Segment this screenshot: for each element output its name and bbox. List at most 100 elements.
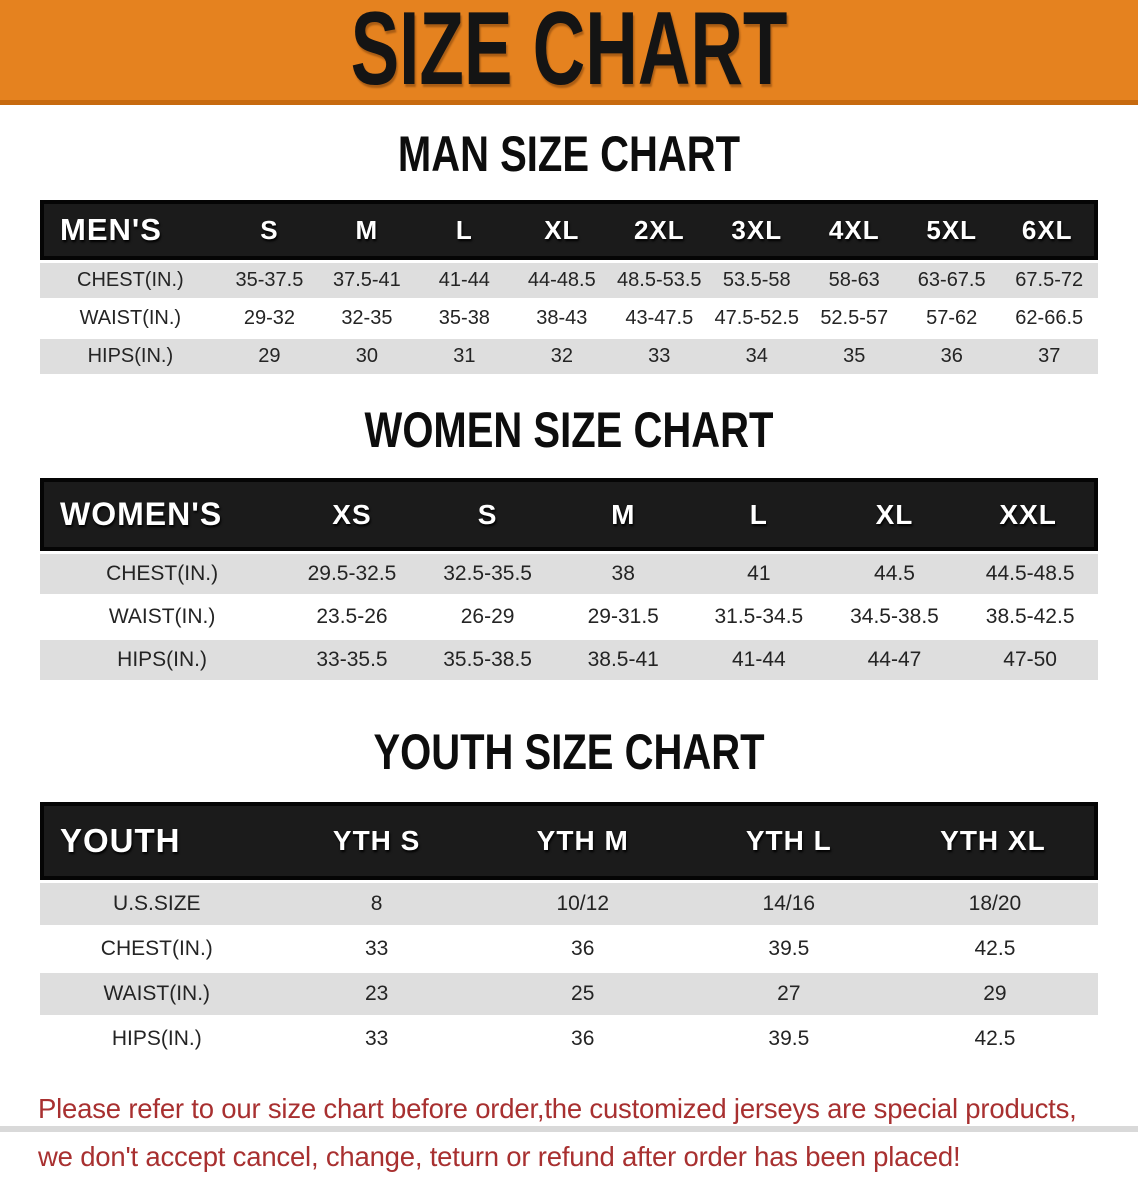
measurement-cell: 38.5-42.5 [962,597,1098,637]
measurement-row-label: WAIST(IN.) [40,973,274,1015]
measurement-cell: 32.5-35.5 [419,554,556,594]
measurement-cell: 39.5 [685,928,892,970]
banner: SIZE CHART [0,0,1138,105]
measurement-row-label: HIPS(IN.) [40,640,285,680]
size-column-header: XXL [962,478,1098,551]
man-size-heading: MAN SIZE CHART [397,126,741,182]
measurement-row-label: WAIST(IN.) [40,597,285,637]
measurement-cell: 32-35 [318,301,416,336]
measurement-cell: 29-31.5 [555,597,692,637]
measurement-cell: 33 [273,928,480,970]
measurement-cell: 48.5-53.5 [610,263,709,298]
size-column-header: 5XL [902,200,1001,260]
size-column-header: XL [513,200,611,260]
measurement-row-label: U.S.SIZE [40,883,274,925]
measurement-cell: 35 [805,339,903,374]
size-column-header: XL [826,478,963,551]
youth-size-heading: YOUTH SIZE CHART [373,724,765,780]
measurement-cell: 63-67.5 [902,263,1001,298]
measurement-cell: 41 [691,554,827,594]
women-size-table: WOMEN'S XS S M L XL XXL CHEST(IN.) 29.5-32.5 32.5… [40,475,1098,683]
measurement-row: WAIST(IN.) 29-32 32-35 35-38 38-43 43-47.5 47.… [40,301,1098,336]
measurement-cell: 57-62 [902,301,1001,336]
measurement-cell: 33 [610,339,709,374]
measurement-row-label: WAIST(IN.) [40,301,221,336]
measurement-cell: 29.5-32.5 [284,554,420,594]
measurement-cell: 29 [220,339,319,374]
measurement-cell: 41-44 [691,640,827,680]
measurement-cell: 44-47 [826,640,963,680]
size-column-header: M [555,478,692,551]
size-column-header: YTH M [479,802,686,880]
table-group-label: MEN'S [40,200,221,260]
notice-line-1: Please refer to our size chart before or… [38,1093,1077,1124]
measurement-cell: 43-47.5 [610,301,709,336]
size-column-header: 3XL [708,200,806,260]
table-group-label: YOUTH [40,802,274,880]
measurement-cell: 44.5-48.5 [962,554,1098,594]
size-column-header: L [691,478,827,551]
size-column-header: YTH L [685,802,892,880]
measurement-cell: 37.5-41 [318,263,416,298]
man-size-table: MEN'S S M L XL 2XL 3XL 4XL 5XL 6XL CHEST(IN.) 35-37… [40,197,1098,377]
measurement-row: HIPS(IN.) 29 30 31 32 33 34 35 36 37 [40,339,1098,374]
measurement-row: U.S.SIZE 8 10/12 14/16 18/20 [40,883,1098,925]
man-size-section: MAN SIZE CHART MEN'S S M L XL 2XL 3XL 4XL 5XL 6XL… [0,129,1138,377]
measurement-row: CHEST(IN.) 29.5-32.5 32.5-35.5 38 41 44.5 44.5… [40,554,1098,594]
measurement-cell: 36 [479,928,686,970]
measurement-row-label: CHEST(IN.) [40,263,221,298]
size-header-row: MEN'S S M L XL 2XL 3XL 4XL 5XL 6XL [40,200,1098,260]
youth-size-section: YOUTH SIZE CHART YOUTH YTH S YTH M YTH L YTH… [0,727,1138,1063]
measurement-cell: 53.5-58 [708,263,806,298]
measurement-cell: 14/16 [685,883,892,925]
measurement-cell: 31 [415,339,514,374]
measurement-cell: 18/20 [891,883,1098,925]
measurement-cell: 42.5 [891,928,1098,970]
measurement-row: CHEST(IN.) 33 36 39.5 42.5 [40,928,1098,970]
measurement-cell: 35-37.5 [220,263,319,298]
size-column-header: YTH S [273,802,480,880]
women-size-section: WOMEN SIZE CHART WOMEN'S XS S M L XL XXL CHEST(… [0,405,1138,683]
size-column-header: S [419,478,556,551]
measurement-cell: 30 [318,339,416,374]
measurement-row: HIPS(IN.) 33-35.5 35.5-38.5 38.5-41 41-44 44-… [40,640,1098,680]
measurement-cell: 35-38 [415,301,514,336]
youth-size-table: YOUTH YTH S YTH M YTH L YTH XL U.S.SIZE 8 10/12… [40,799,1098,1063]
measurement-row: WAIST(IN.) 23.5-26 26-29 29-31.5 31.5-34.5 34… [40,597,1098,637]
measurement-cell: 34 [708,339,806,374]
size-column-header: L [415,200,514,260]
footer-notice: Please refer to our size chart before or… [0,1085,1138,1181]
size-column-header: S [220,200,319,260]
measurement-cell: 29 [891,973,1098,1015]
bottom-edge-strip [0,1126,1138,1132]
size-column-header: 4XL [805,200,903,260]
measurement-cell: 27 [685,973,892,1015]
measurement-cell: 47-50 [962,640,1098,680]
women-size-heading: WOMEN SIZE CHART [364,402,774,458]
measurement-cell: 39.5 [685,1018,892,1060]
measurement-cell: 36 [479,1018,686,1060]
measurement-cell: 29-32 [220,301,319,336]
measurement-cell: 44.5 [826,554,963,594]
measurement-cell: 35.5-38.5 [419,640,556,680]
measurement-cell: 62-66.5 [1000,301,1098,336]
table-group-label: WOMEN'S [40,478,285,551]
notice-line-2: we don't accept cancel, change, teturn o… [38,1141,961,1173]
size-column-header: YTH XL [891,802,1098,880]
measurement-cell: 25 [479,973,686,1015]
measurement-cell: 38.5-41 [555,640,692,680]
measurement-row: HIPS(IN.) 33 36 39.5 42.5 [40,1018,1098,1060]
measurement-row-label: CHEST(IN.) [40,928,274,970]
measurement-cell: 33 [273,1018,480,1060]
measurement-cell: 10/12 [479,883,686,925]
size-column-header: 6XL [1000,200,1098,260]
size-column-header: 2XL [610,200,709,260]
measurement-cell: 42.5 [891,1018,1098,1060]
size-header-row: WOMEN'S XS S M L XL XXL [40,478,1098,551]
measurement-cell: 31.5-34.5 [691,597,827,637]
size-column-header: XS [284,478,420,551]
measurement-cell: 58-63 [805,263,903,298]
measurement-cell: 38 [555,554,692,594]
measurement-row-label: CHEST(IN.) [40,554,285,594]
